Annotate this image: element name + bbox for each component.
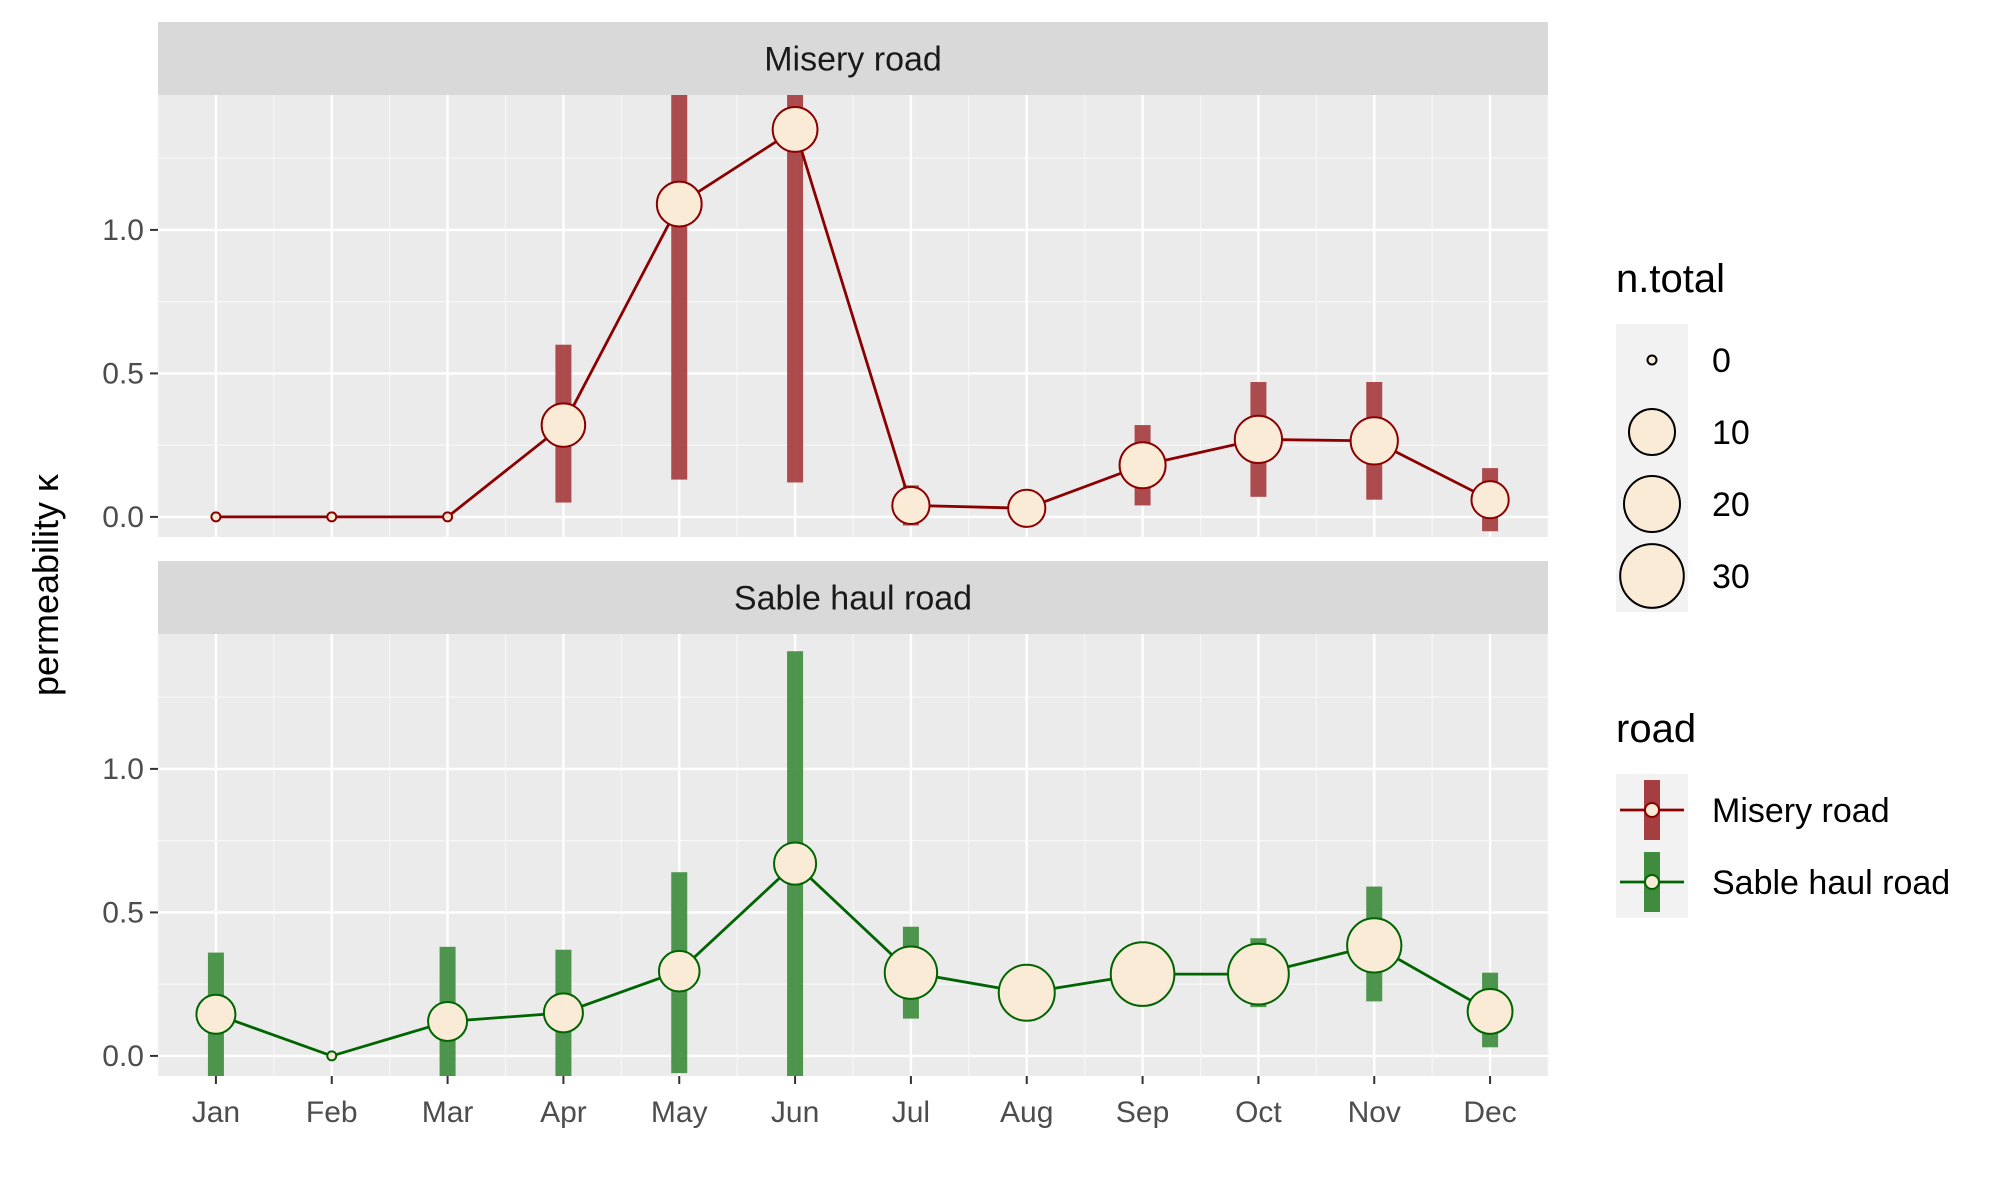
data-point: [326, 511, 338, 523]
data-point: [195, 993, 237, 1035]
data-point: [771, 106, 819, 153]
legend-color-label: Sable haul road: [1712, 864, 1950, 902]
panel-strip: [158, 22, 1548, 95]
error-bar: [671, 95, 688, 480]
panel-strip-label: Misery road: [764, 41, 942, 79]
panel-marks: [210, 95, 1510, 532]
data-point: [891, 485, 931, 526]
legend-size-label: 30: [1712, 558, 1750, 596]
x-tick-label: Jun: [771, 1096, 819, 1129]
chart-panels: Misery road 0.0 0.5 1.0 Sable haul road 0.0 0.…: [102, 22, 1549, 1076]
y-tick-label: 0.0: [102, 501, 144, 534]
legend-color-title: road: [1616, 707, 1696, 751]
panel-strip-label: Sable haul road: [734, 580, 972, 618]
legend-size-circle: [1646, 354, 1658, 366]
x-tick-label: May: [651, 1096, 708, 1129]
data-point: [326, 1050, 338, 1062]
legend-color-point: [1644, 802, 1660, 818]
data-point: [427, 1000, 469, 1042]
x-tick-label: Dec: [1463, 1096, 1516, 1129]
data-point: [657, 949, 701, 993]
data-point: [540, 402, 587, 448]
error-bar: [787, 95, 804, 483]
y-axis-title: permeability κ: [25, 473, 66, 696]
x-axis: Jan Feb Mar Apr May Jun Jul Aug Sep Oct Nov Dec: [192, 1076, 1517, 1129]
data-point: [1227, 942, 1290, 1006]
data-point: [1346, 917, 1403, 974]
legend-color-point: [1644, 874, 1660, 890]
y-tick-label: 0.5: [102, 357, 144, 390]
legend-size-title: n.total: [1616, 257, 1725, 301]
x-tick-label: Sep: [1116, 1096, 1169, 1129]
panel: Sable haul road 0.0 0.5 1.0: [102, 561, 1549, 1076]
x-tick-label: Oct: [1235, 1096, 1282, 1129]
data-point: [542, 992, 584, 1034]
data-point: [1233, 414, 1284, 465]
data-point: [1109, 941, 1176, 1007]
data-point: [442, 511, 454, 523]
legend-size-label: 10: [1712, 414, 1750, 452]
data-point: [883, 945, 939, 1000]
y-tick-label: 0.5: [102, 896, 144, 929]
panel: Misery road 0.0 0.5 1.0: [102, 22, 1549, 537]
y-tick-label: 0.0: [102, 1040, 144, 1073]
data-point: [1470, 480, 1510, 520]
legend-size-label: 20: [1712, 486, 1750, 524]
data-point: [1466, 988, 1514, 1035]
x-tick-label: Nov: [1348, 1096, 1401, 1129]
y-tick-label: 1.0: [102, 753, 144, 786]
x-tick-label: Apr: [540, 1096, 587, 1129]
legend-color-label: Misery road: [1712, 792, 1890, 830]
x-tick-label: Feb: [306, 1096, 358, 1129]
legend-size-circle: [1623, 475, 1681, 533]
data-point: [773, 841, 818, 886]
data-point: [655, 180, 703, 228]
y-tick-label: 1.0: [102, 214, 144, 247]
x-tick-label: Jul: [892, 1096, 930, 1129]
x-tick-label: Aug: [1000, 1096, 1053, 1129]
legend-size-label: 0: [1712, 342, 1731, 380]
panel-strip: [158, 561, 1548, 634]
data-point: [1349, 416, 1399, 466]
legend: n.total 0 10 20 30 road Misery road Sable haul …: [1616, 257, 1950, 918]
legend-size-circle: [1627, 407, 1677, 457]
data-point: [1118, 441, 1167, 490]
data-point: [1007, 488, 1047, 528]
data-point: [997, 963, 1056, 1022]
x-tick-label: Jan: [192, 1096, 240, 1129]
x-tick-label: Mar: [422, 1096, 474, 1129]
data-point: [210, 511, 222, 523]
panel-marks: [195, 651, 1514, 1076]
legend-size-circle: [1619, 543, 1685, 609]
